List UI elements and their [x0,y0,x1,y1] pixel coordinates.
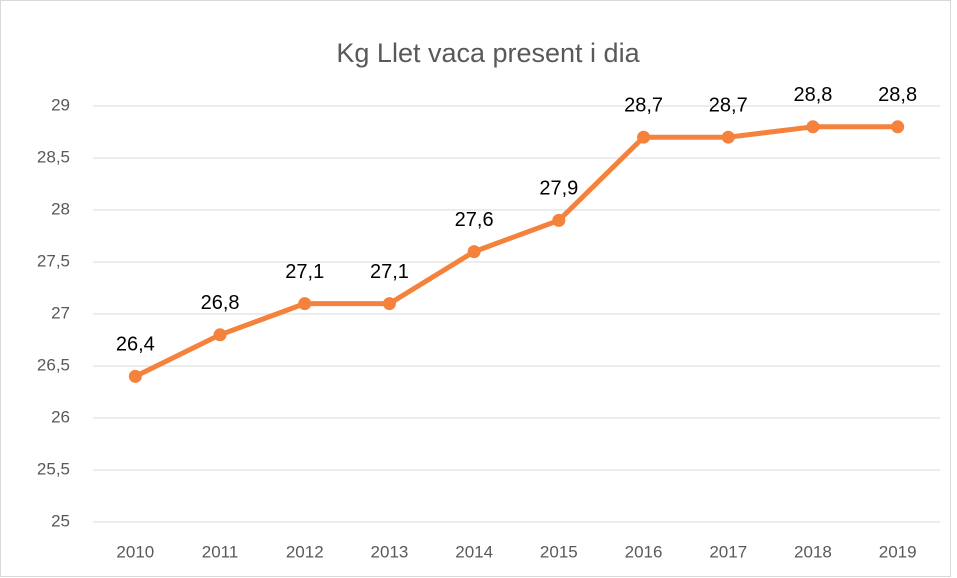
marker [637,130,651,144]
marker [467,245,481,259]
marker [382,297,396,311]
y-tick-label: 28,5 [37,147,70,166]
x-tick-label: 2019 [879,542,917,561]
y-tick-label: 27,5 [37,251,70,270]
marker [552,213,566,227]
y-tick-label: 29 [51,95,70,114]
x-tick-label: 2012 [286,542,324,561]
x-tick-label: 2011 [202,542,239,561]
y-tick-label: 26,5 [37,355,70,374]
marker [213,328,227,342]
marker [128,369,142,383]
x-tick-label: 2017 [709,542,747,561]
data-label: 28,8 [878,84,917,106]
x-tick-label: 2015 [540,542,578,561]
x-tick-label: 2013 [371,542,409,561]
data-label: 27,1 [285,261,324,283]
chart-title: Kg Llet vaca present i dia [336,38,640,68]
marker [298,297,312,311]
series-line [134,124,898,379]
y-tick-label: 25,5 [37,459,70,478]
x-tick-label: 2016 [625,542,663,561]
y-tick-label: 26 [51,407,70,426]
data-label: 28,7 [709,94,748,116]
data-label: 27,1 [370,261,409,283]
x-tick-label: 2014 [455,542,493,561]
y-tick-label: 27 [51,303,70,322]
y-tick-label: 28 [51,199,70,218]
data-label: 26,4 [116,334,155,356]
marker [806,120,820,134]
data-label: 26,8 [201,292,240,314]
data-label: 28,8 [793,84,832,106]
marker [721,130,735,144]
y-tick-label: 25 [51,511,70,530]
data-label: 28,7 [624,94,663,116]
x-tick-label: 2018 [794,542,832,561]
x-tick-label: 2010 [116,542,154,561]
data-label: 27,9 [539,178,578,200]
data-label: 27,6 [455,209,494,231]
marker [891,120,905,134]
